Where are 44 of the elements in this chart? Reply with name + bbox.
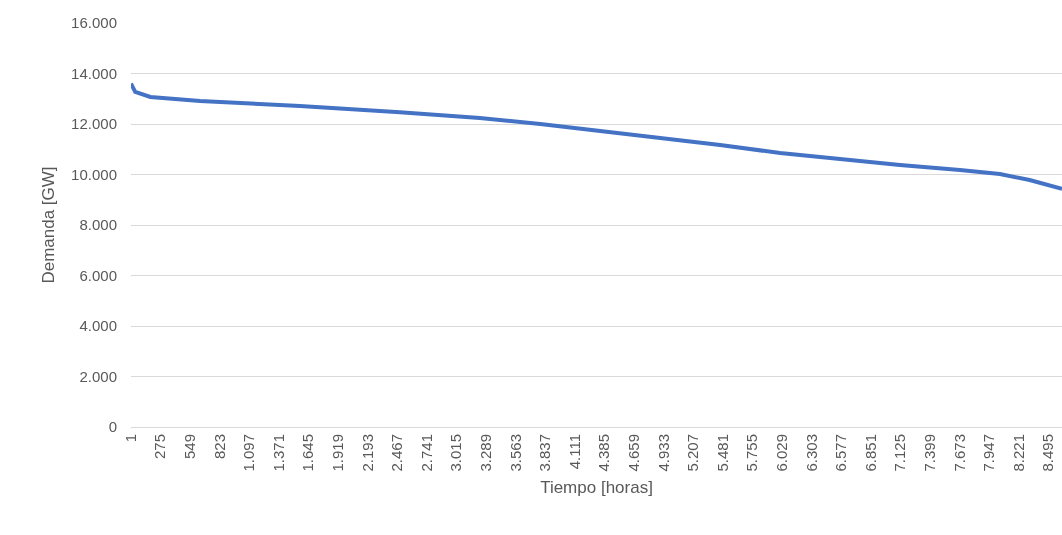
x-tick-label: 3.563 [506, 434, 524, 472]
x-tick-label: 2.741 [417, 434, 435, 472]
x-axis-title: Tiempo [horas] [540, 477, 653, 497]
x-tick-label: 2.193 [358, 434, 376, 472]
line-series [131, 81, 1062, 191]
x-tick-label: 7.399 [920, 434, 938, 472]
x-tick-label: 549 [181, 434, 199, 460]
y-axis-title: Demanda [GW] [38, 166, 58, 284]
x-tick-label: 8.495 [1039, 434, 1057, 472]
y-tick-label: 2.000 [79, 367, 117, 385]
x-tick-label: 5.481 [713, 434, 731, 472]
x-tick-label: 5.755 [743, 434, 761, 472]
x-tick-label: 3.289 [477, 434, 495, 472]
x-tick-label: 1.097 [240, 434, 258, 472]
x-tick-label: 7.673 [950, 434, 968, 472]
x-tick-label: 7.947 [980, 434, 998, 472]
x-tick-label: 5.207 [684, 434, 702, 472]
x-tick-label: 275 [151, 434, 169, 460]
x-tick-label: 4.659 [625, 434, 643, 472]
y-tick-label: 0 [108, 418, 117, 436]
x-tick-label: 1.645 [299, 434, 317, 472]
x-tick-label: 1.371 [269, 434, 287, 472]
y-tick-label: 4.000 [79, 317, 117, 335]
x-tick-label: 4.933 [654, 434, 672, 472]
x-tick-label: 1 [121, 434, 139, 443]
x-tick-label: 2.467 [388, 434, 406, 472]
y-tick-label: 8.000 [79, 216, 117, 234]
x-tick-label: 7.125 [891, 434, 909, 472]
y-tick-label: 6.000 [79, 266, 117, 284]
x-tick-label: 4.385 [595, 434, 613, 472]
x-tick-label: 6.029 [773, 434, 791, 472]
x-tick-label: 823 [210, 434, 228, 460]
x-tick-label: 6.303 [802, 434, 820, 472]
y-tick-label: 16.000 [71, 14, 117, 32]
x-tick-label: 3.837 [536, 434, 554, 472]
x-tick-label: 4.111 [565, 434, 583, 470]
x-tick-label: 3.015 [447, 434, 465, 472]
y-tick-label: 14.000 [71, 64, 117, 82]
x-tick-label: 6.577 [832, 434, 850, 472]
x-tick-label: 1.919 [329, 434, 347, 472]
x-tick-label: 6.851 [861, 434, 879, 472]
y-tick-label: 10.000 [71, 165, 117, 183]
y-tick-label: 12.000 [71, 115, 117, 133]
x-tick-label: 8.221 [1009, 434, 1027, 472]
